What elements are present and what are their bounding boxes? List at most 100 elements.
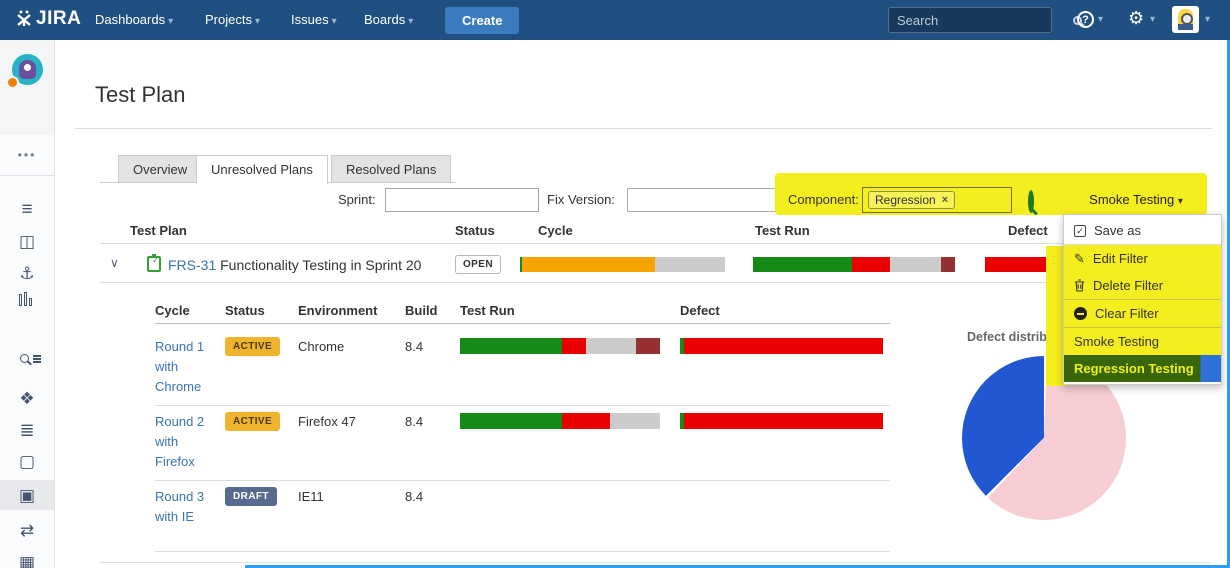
row-divider [155,405,890,406]
status-badge: ACTIVE [225,337,280,356]
apply-filter-search-icon[interactable] [1028,193,1034,211]
sprint-label: Sprint: [338,192,376,207]
col-defect: Defect [1008,223,1048,238]
chevron-down-icon [1098,14,1103,25]
jira-logo[interactable]: JIRA [16,8,81,30]
cycle-progress-bar[interactable] [520,257,725,272]
row-divider [100,282,1210,283]
trash-icon [1074,279,1085,292]
chevron-down-icon [1150,14,1155,25]
user-avatar[interactable] [1172,6,1199,33]
col-cycle: Cycle [538,223,573,238]
issue-key-link[interactable]: FRS-31 [168,257,216,273]
environment-cell: IE11 [298,489,324,504]
avatar-image [1178,9,1193,30]
menu-item-save-as[interactable]: Save as [1064,217,1221,244]
help-icon[interactable]: ? [1077,11,1094,28]
tab-unresolved-plans[interactable]: Unresolved Plans [196,155,328,184]
tab-overview[interactable]: Overview [118,155,202,183]
fix-version-label: Fix Version: [547,192,615,207]
remove-tag-icon[interactable]: × [942,194,948,206]
menu-item-edit-filter[interactable]: Edit Filter [1064,245,1221,272]
chevron-down-icon [168,16,173,27]
build-cell: 8.4 [405,489,423,504]
status-badge: ACTIVE [225,412,280,431]
jira-logo-text: JIRA [36,8,81,30]
sidebar-shuffle-icon[interactable] [0,522,54,539]
status-badge: DRAFT [225,487,277,506]
tab-bar: Overview Unresolved Plans Resolved Plans [100,155,456,183]
environment-cell: Firefox 47 [298,414,356,429]
table-bottom-divider [100,562,1210,563]
component-input[interactable]: Regression × [862,187,1012,213]
cycle-link[interactable]: Round 2 with Firefox [155,412,221,472]
defect-progress-bar[interactable] [680,338,883,354]
sidebar-releases-icon[interactable] [0,265,54,282]
menu-item-clear-filter[interactable]: Clear Filter [1064,300,1221,327]
filter-dropdown-menu: Save as Edit Filter Delete Filter Clear … [1063,214,1222,385]
top-navigation-bar: JIRA Dashboards Projects Issues Boards C… [0,0,1230,40]
jira-logo-icon [16,10,32,28]
environment-cell: Chrome [298,339,344,354]
project-type-badge [6,76,19,89]
test-run-progress-bar[interactable] [460,413,660,429]
gear-icon[interactable] [1128,8,1144,29]
cycle-link[interactable]: Round 3 with IE [155,487,221,527]
table-header-divider [100,243,1210,244]
menu-item-delete-filter[interactable]: Delete Filter [1064,272,1221,299]
sprint-input[interactable] [385,188,539,212]
nav-projects[interactable]: Projects [205,0,260,40]
sidebar-more-icon[interactable]: ••• [0,148,54,162]
expand-row-icon[interactable] [110,256,119,270]
tab-resolved-plans[interactable]: Resolved Plans [331,155,451,183]
pencil-icon [1074,251,1085,267]
create-button[interactable]: Create [445,7,519,34]
col-defect: Defect [680,303,720,318]
minus-circle-icon [1074,307,1087,320]
chevron-down-icon [332,16,337,27]
chevron-down-icon [1205,14,1210,25]
nav-issues[interactable]: Issues [291,0,337,40]
col-test-plan: Test Plan [130,223,187,238]
menu-item-regression-testing[interactable]: Regression Testing [1064,355,1221,382]
sidebar-backlog-icon[interactable] [0,200,54,219]
sidebar-summary-icon[interactable] [0,421,54,439]
fix-version-input[interactable] [627,188,777,212]
chevron-down-icon [255,16,260,27]
col-test-run: Test Run [755,223,810,238]
nav-boards[interactable]: Boards [364,0,413,40]
chevron-down-icon [1178,196,1183,207]
sidebar-test-plan-icon[interactable] [0,487,54,504]
search-input[interactable] [897,13,1073,28]
test-plan-issue-icon [147,256,161,272]
sidebar-board-icon[interactable] [0,233,54,250]
sidebar-issues-search-icon[interactable] [20,354,29,363]
sidebar-addons-icon[interactable] [0,390,54,407]
row-divider [155,480,890,481]
test-run-progress-bar[interactable] [753,257,955,272]
subtable-bottom-divider [155,551,890,552]
sidebar-reports-icon[interactable] [19,292,32,306]
component-label: Component: [788,192,859,207]
col-cycle: Cycle [155,303,190,318]
col-status: Status [225,303,265,318]
cycle-link[interactable]: Round 1 with Chrome [155,337,221,397]
title-divider [75,128,1212,129]
defect-progress-bar[interactable] [680,413,883,429]
subtable-header-divider [155,323,890,324]
page-title: Test Plan [95,82,186,108]
component-tag[interactable]: Regression × [868,191,955,209]
test-run-progress-bar[interactable] [460,338,660,354]
component-tag-label: Regression [875,193,936,207]
issue-summary: Functionality Testing in Sprint 20 [216,257,421,273]
chevron-down-icon [408,16,413,27]
saved-filter-dropdown-button[interactable]: Smoke Testing [1066,186,1206,214]
menu-item-smoke-testing[interactable]: Smoke Testing [1064,328,1221,355]
status-badge: OPEN [455,255,501,274]
sidebar-notebook-icon[interactable] [0,453,54,470]
quick-search[interactable] [888,7,1052,33]
sidebar-image-icon[interactable] [0,554,54,568]
jira-test-plan-page: JIRA Dashboards Projects Issues Boards C… [0,0,1230,568]
test-plan-row-title: FRS-31 Functionality Testing in Sprint 2… [168,257,421,273]
nav-dashboards[interactable]: Dashboards [95,0,173,40]
